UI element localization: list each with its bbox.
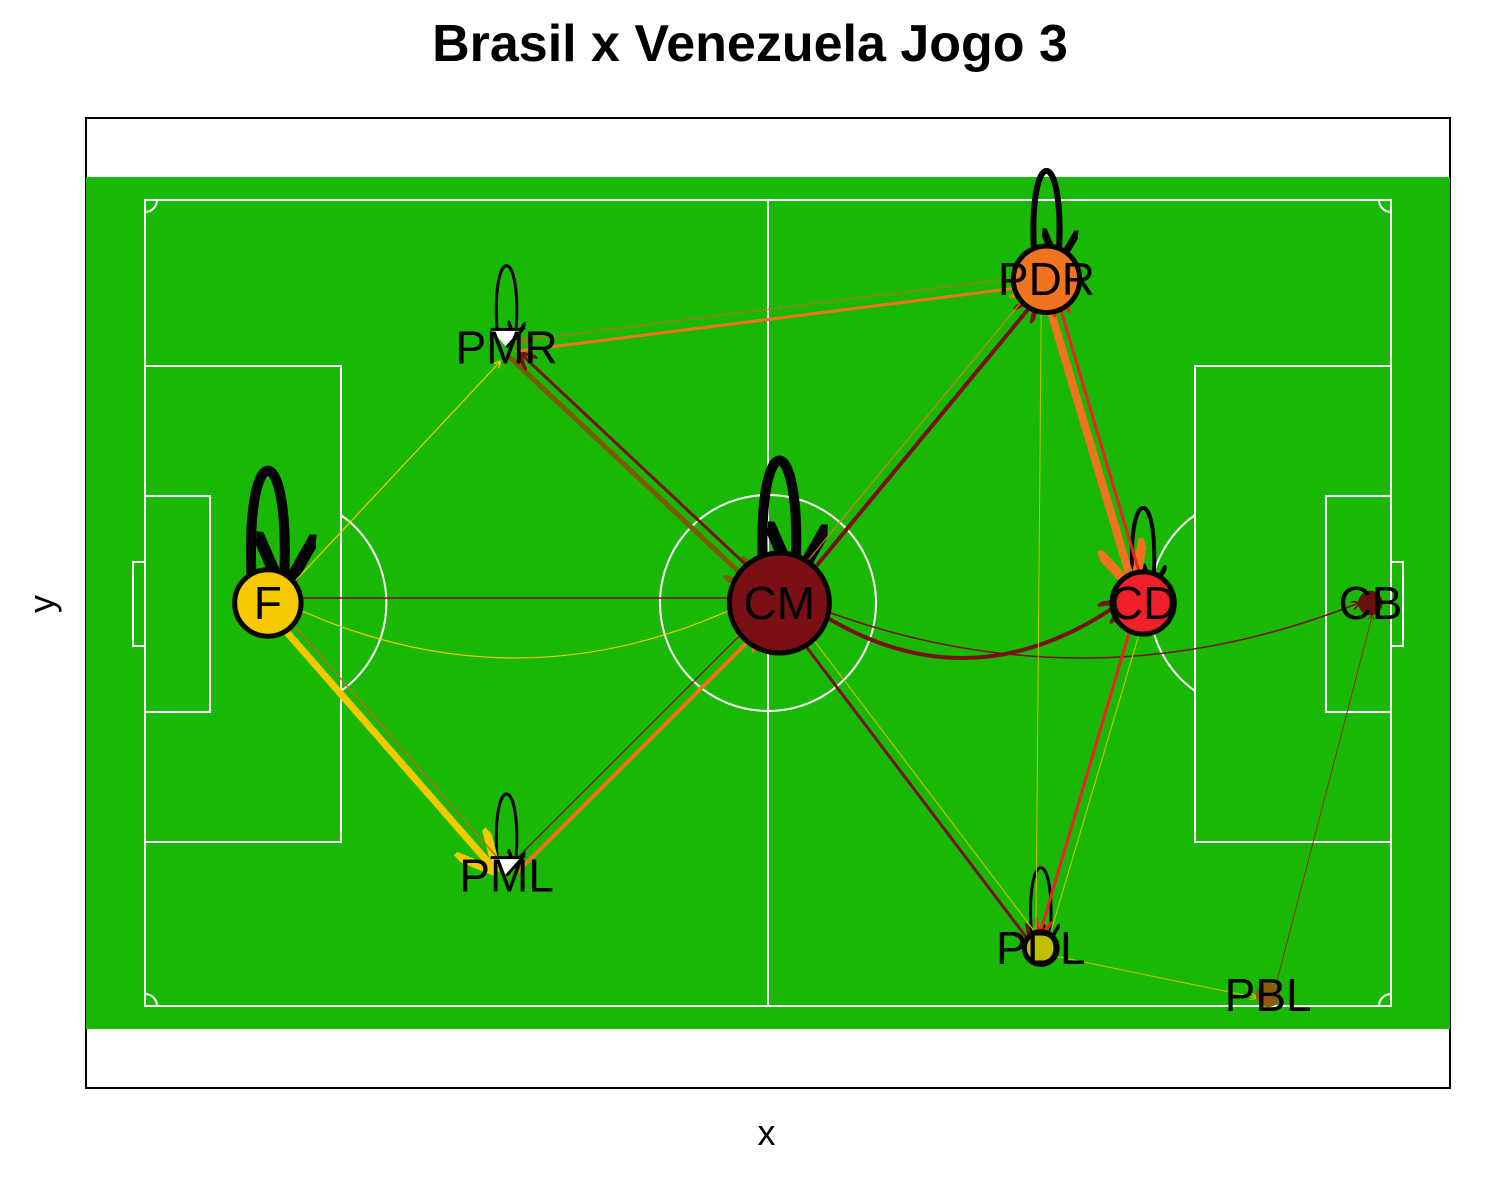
node-pdl: PDL (996, 922, 1085, 974)
right-goal (1390, 561, 1404, 647)
pass-edges (246, 168, 1373, 998)
node-pmr: PMR (455, 321, 557, 373)
node-pbl: PBL (1225, 969, 1312, 1021)
node-pbl-label: PBL (1225, 969, 1312, 1021)
edge-pdr-to-pdl (1036, 295, 1042, 934)
edge-cm-to-cb (803, 603, 1359, 659)
edge-cd-to-pdr (1058, 301, 1145, 589)
edge-cm-to-pml (514, 616, 759, 861)
node-pbl-circle (1255, 982, 1281, 1008)
node-pml: PML (459, 850, 554, 902)
corner-arc-top-right (1378, 199, 1392, 213)
node-cm-label: CM (744, 577, 816, 629)
node-cd-label: CD (1110, 577, 1176, 629)
node-pdr: PDR (998, 243, 1095, 315)
node-cm: CM (726, 550, 832, 656)
corner-arc-bottom-right (1378, 993, 1392, 1007)
node-cm-circle (726, 550, 832, 656)
node-pmr-label: PMR (455, 321, 557, 373)
edge-cm-to-pdr (797, 301, 1035, 589)
left-penalty-arc (340, 514, 388, 692)
edge-cm-to-cd (802, 603, 1120, 660)
edge-cd-to-pdl (1040, 614, 1136, 933)
node-f-label: F (254, 577, 282, 629)
node-pmr-marker (490, 327, 526, 349)
node-cd: CD (1109, 569, 1177, 637)
edge-f-to-f (246, 465, 285, 584)
edge-cm-to-pdl (788, 624, 1028, 940)
edge-pmr-to-pdr (514, 287, 1023, 353)
corner-arc-bottom-left (144, 993, 158, 1007)
edge-f-to-pml (271, 615, 493, 868)
node-cb: CB (1338, 577, 1402, 629)
edge-pdl-to-cm (804, 627, 1041, 940)
node-pml-marker (490, 856, 526, 877)
node-cd-circle (1109, 569, 1177, 637)
edge-cm-to-cm (757, 455, 796, 574)
node-pml-label: PML (459, 850, 554, 902)
node-pdr-label: PDR (998, 253, 1095, 305)
edge-cm-to-pmr (521, 354, 767, 584)
edge-pml-to-f (287, 618, 505, 867)
edge-pdr-to-cm (797, 288, 1033, 574)
edge-pdl-to-pbl (1047, 954, 1256, 998)
node-cb-circle (1358, 590, 1383, 616)
edge-pdr-to-pdr (1030, 168, 1059, 260)
edge-f-to-pmr (282, 362, 500, 595)
left-goal (132, 561, 146, 647)
node-f-circle (232, 567, 304, 639)
node-pdl-circle (1021, 929, 1060, 967)
edge-f-to-cm (283, 603, 745, 659)
edge-pbl-to-cb (1274, 615, 1373, 991)
node-pdl-label: PDL (996, 922, 1085, 974)
edge-pdr-to-pmr (521, 275, 1030, 340)
edge-pmr-to-cm (507, 354, 751, 583)
node-f: F (232, 567, 304, 639)
edge-pdl-to-pdl (1029, 866, 1051, 939)
x-axis-label: x (757, 1112, 776, 1153)
node-cb-label: CB (1338, 577, 1402, 629)
chart-title: Brasil x Venezuela Jogo 3 (432, 15, 1068, 73)
edge-pdr-to-cd (1042, 292, 1131, 583)
edge-pdl-to-cd (1047, 626, 1142, 943)
player-nodes: F PMR PML CM PDR CD PDL PBL CB (232, 243, 1402, 1021)
corner-arc-top-left (144, 199, 158, 213)
node-pdr-circle (1010, 243, 1083, 315)
edge-pmr-to-pmr (494, 264, 516, 337)
edge-pml-to-cm (514, 631, 759, 875)
